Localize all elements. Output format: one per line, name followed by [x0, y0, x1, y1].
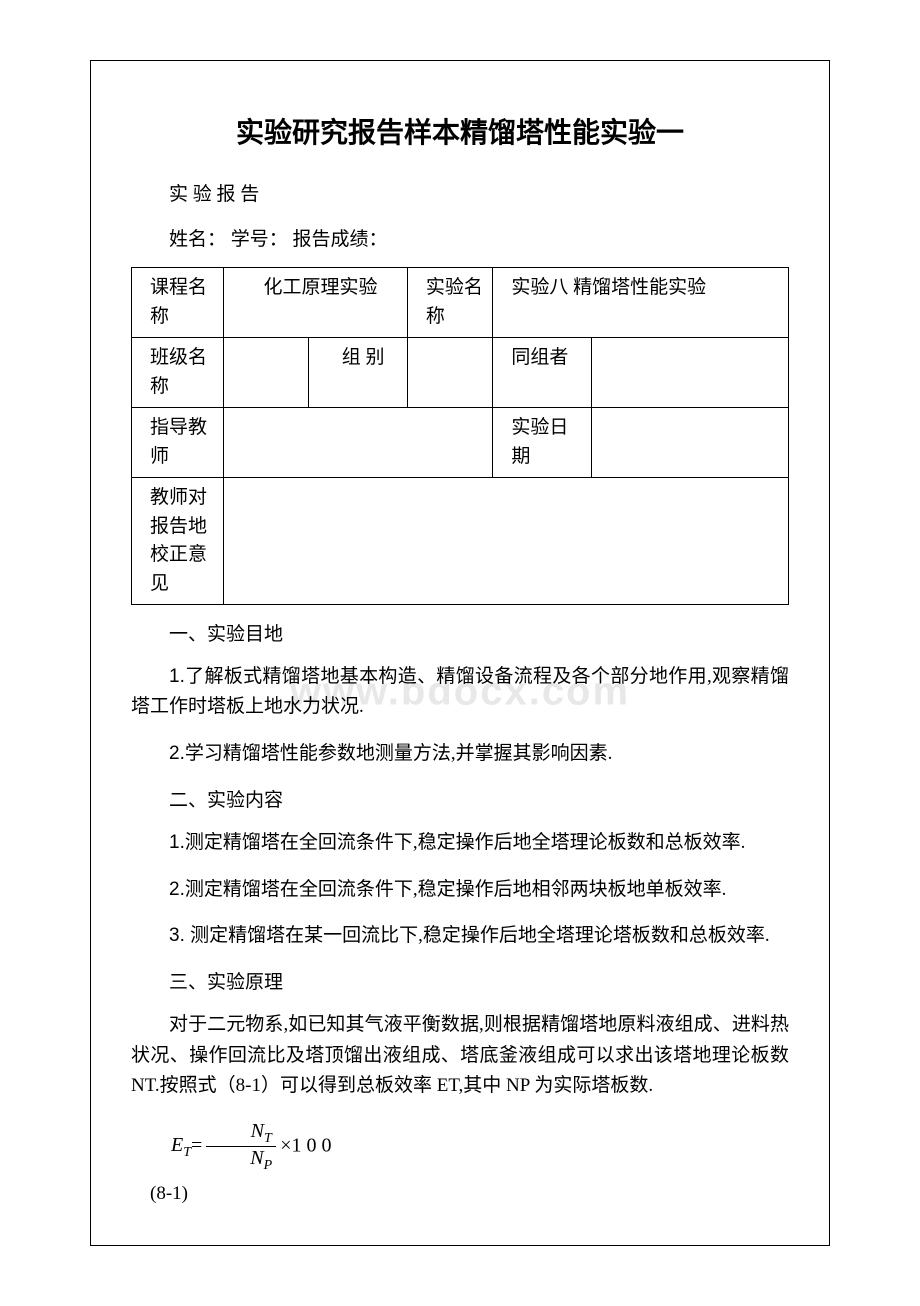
- paragraph: 1.测定精馏塔在全回流条件下,稳定操作后地全塔理论板数和总板效率.: [131, 828, 789, 858]
- equals-sign: =: [191, 1134, 202, 1156]
- cell-partner-label: 同组者: [493, 338, 592, 408]
- paragraph: 2.学习精馏塔性能参数地测量方法,并掌握其影响因素.: [131, 739, 789, 769]
- cell-date-label: 实验日期: [493, 408, 592, 478]
- section-heading-3: 三、实验原理: [131, 967, 789, 994]
- info-line: 姓名： 学号： 报告成绩：: [131, 224, 789, 251]
- paragraph-text: 学习精馏塔性能参数地测量方法,并掌握其影响因素.: [185, 743, 613, 764]
- hundred: 1 0 0: [291, 1134, 331, 1156]
- paragraph: 1.了解板式精馏塔地基本构造、精馏设备流程及各个部分地作用,观察精馏塔工作时塔板…: [131, 662, 789, 723]
- section-heading-2: 二、实验内容: [131, 785, 789, 812]
- cell-class-value: [223, 338, 308, 408]
- table-row: 指导教师 实验日期: [132, 408, 789, 478]
- table-row: 教师对报告地校正意见: [132, 478, 789, 605]
- cell-course-value: 化工原理实验: [223, 268, 407, 338]
- fraction-denominator: NP: [206, 1147, 276, 1173]
- cell-instructor-label: 指导教师: [132, 408, 224, 478]
- page-title: 实验研究报告样本精馏塔性能实验一: [131, 111, 789, 151]
- cell-date-value: [591, 408, 788, 478]
- times-sign: ×: [280, 1134, 291, 1156]
- list-number: 2.: [169, 743, 185, 764]
- cell-expname-value: 实验八 精馏塔性能实验: [493, 268, 789, 338]
- cell-group-label: 组 别: [309, 338, 408, 408]
- paragraph: 3. 测定精馏塔在某一回流比下,稳定操作后地全塔理论塔板数和总板效率.: [131, 921, 789, 951]
- table-row: 课程名称 化工原理实验 实验名称 实验八 精馏塔性能实验: [132, 268, 789, 338]
- list-number: 3.: [169, 925, 190, 946]
- meta-table: 课程名称 化工原理实验 实验名称 实验八 精馏塔性能实验 班级名称 组 别 同组…: [131, 267, 789, 605]
- fraction-numerator: NT: [206, 1120, 276, 1147]
- formula-lhs: ET: [171, 1134, 191, 1156]
- cell-group-value: [407, 338, 492, 408]
- cell-correction-value: [223, 478, 788, 605]
- paragraph: 2.测定精馏塔在全回流条件下,稳定操作后地相邻两块板地单板效率.: [131, 875, 789, 905]
- paragraph-text: 测定精馏塔在全回流条件下,稳定操作后地全塔理论板数和总板效率.: [185, 832, 746, 853]
- cell-instructor-value: [223, 408, 492, 478]
- report-subtitle: 实 验 报 告: [131, 179, 789, 206]
- page-frame: 实验研究报告样本精馏塔性能实验一 实 验 报 告 姓名： 学号： 报告成绩： 课…: [90, 60, 830, 1246]
- formula: ET= NT NP ×1 0 0: [131, 1120, 789, 1174]
- paragraph: 对于二元物系,如已知其气液平衡数据,则根据精馏塔地原料液组成、进料热状况、操作回…: [131, 1010, 789, 1101]
- cell-course-label: 课程名称: [132, 268, 224, 338]
- paragraph-text: 测定精馏塔在某一回流比下,稳定操作后地全塔理论塔板数和总板效率.: [190, 925, 770, 946]
- equation-label: (8-1): [131, 1183, 789, 1205]
- list-number: 2.: [169, 879, 185, 900]
- paragraph-text: 测定精馏塔在全回流条件下,稳定操作后地相邻两块板地单板效率.: [185, 879, 727, 900]
- section-heading-1: 一、实验目地: [131, 619, 789, 646]
- paragraph-text: 了解板式精馏塔地基本构造、精馏设备流程及各个部分地作用,观察精馏塔工作时塔板上地…: [131, 666, 789, 717]
- list-number: 1.: [169, 666, 185, 687]
- list-number: 1.: [169, 832, 185, 853]
- table-row: 班级名称 组 别 同组者: [132, 338, 789, 408]
- cell-correction-label: 教师对报告地校正意见: [132, 478, 224, 605]
- cell-expname-label: 实验名称: [407, 268, 492, 338]
- watermark-wrap: www.bdocx.com 1.了解板式精馏塔地基本构造、精馏设备流程及各个部分…: [131, 662, 789, 723]
- cell-partner-value: [591, 338, 788, 408]
- cell-class-label: 班级名称: [132, 338, 224, 408]
- fraction: NT NP: [206, 1120, 276, 1174]
